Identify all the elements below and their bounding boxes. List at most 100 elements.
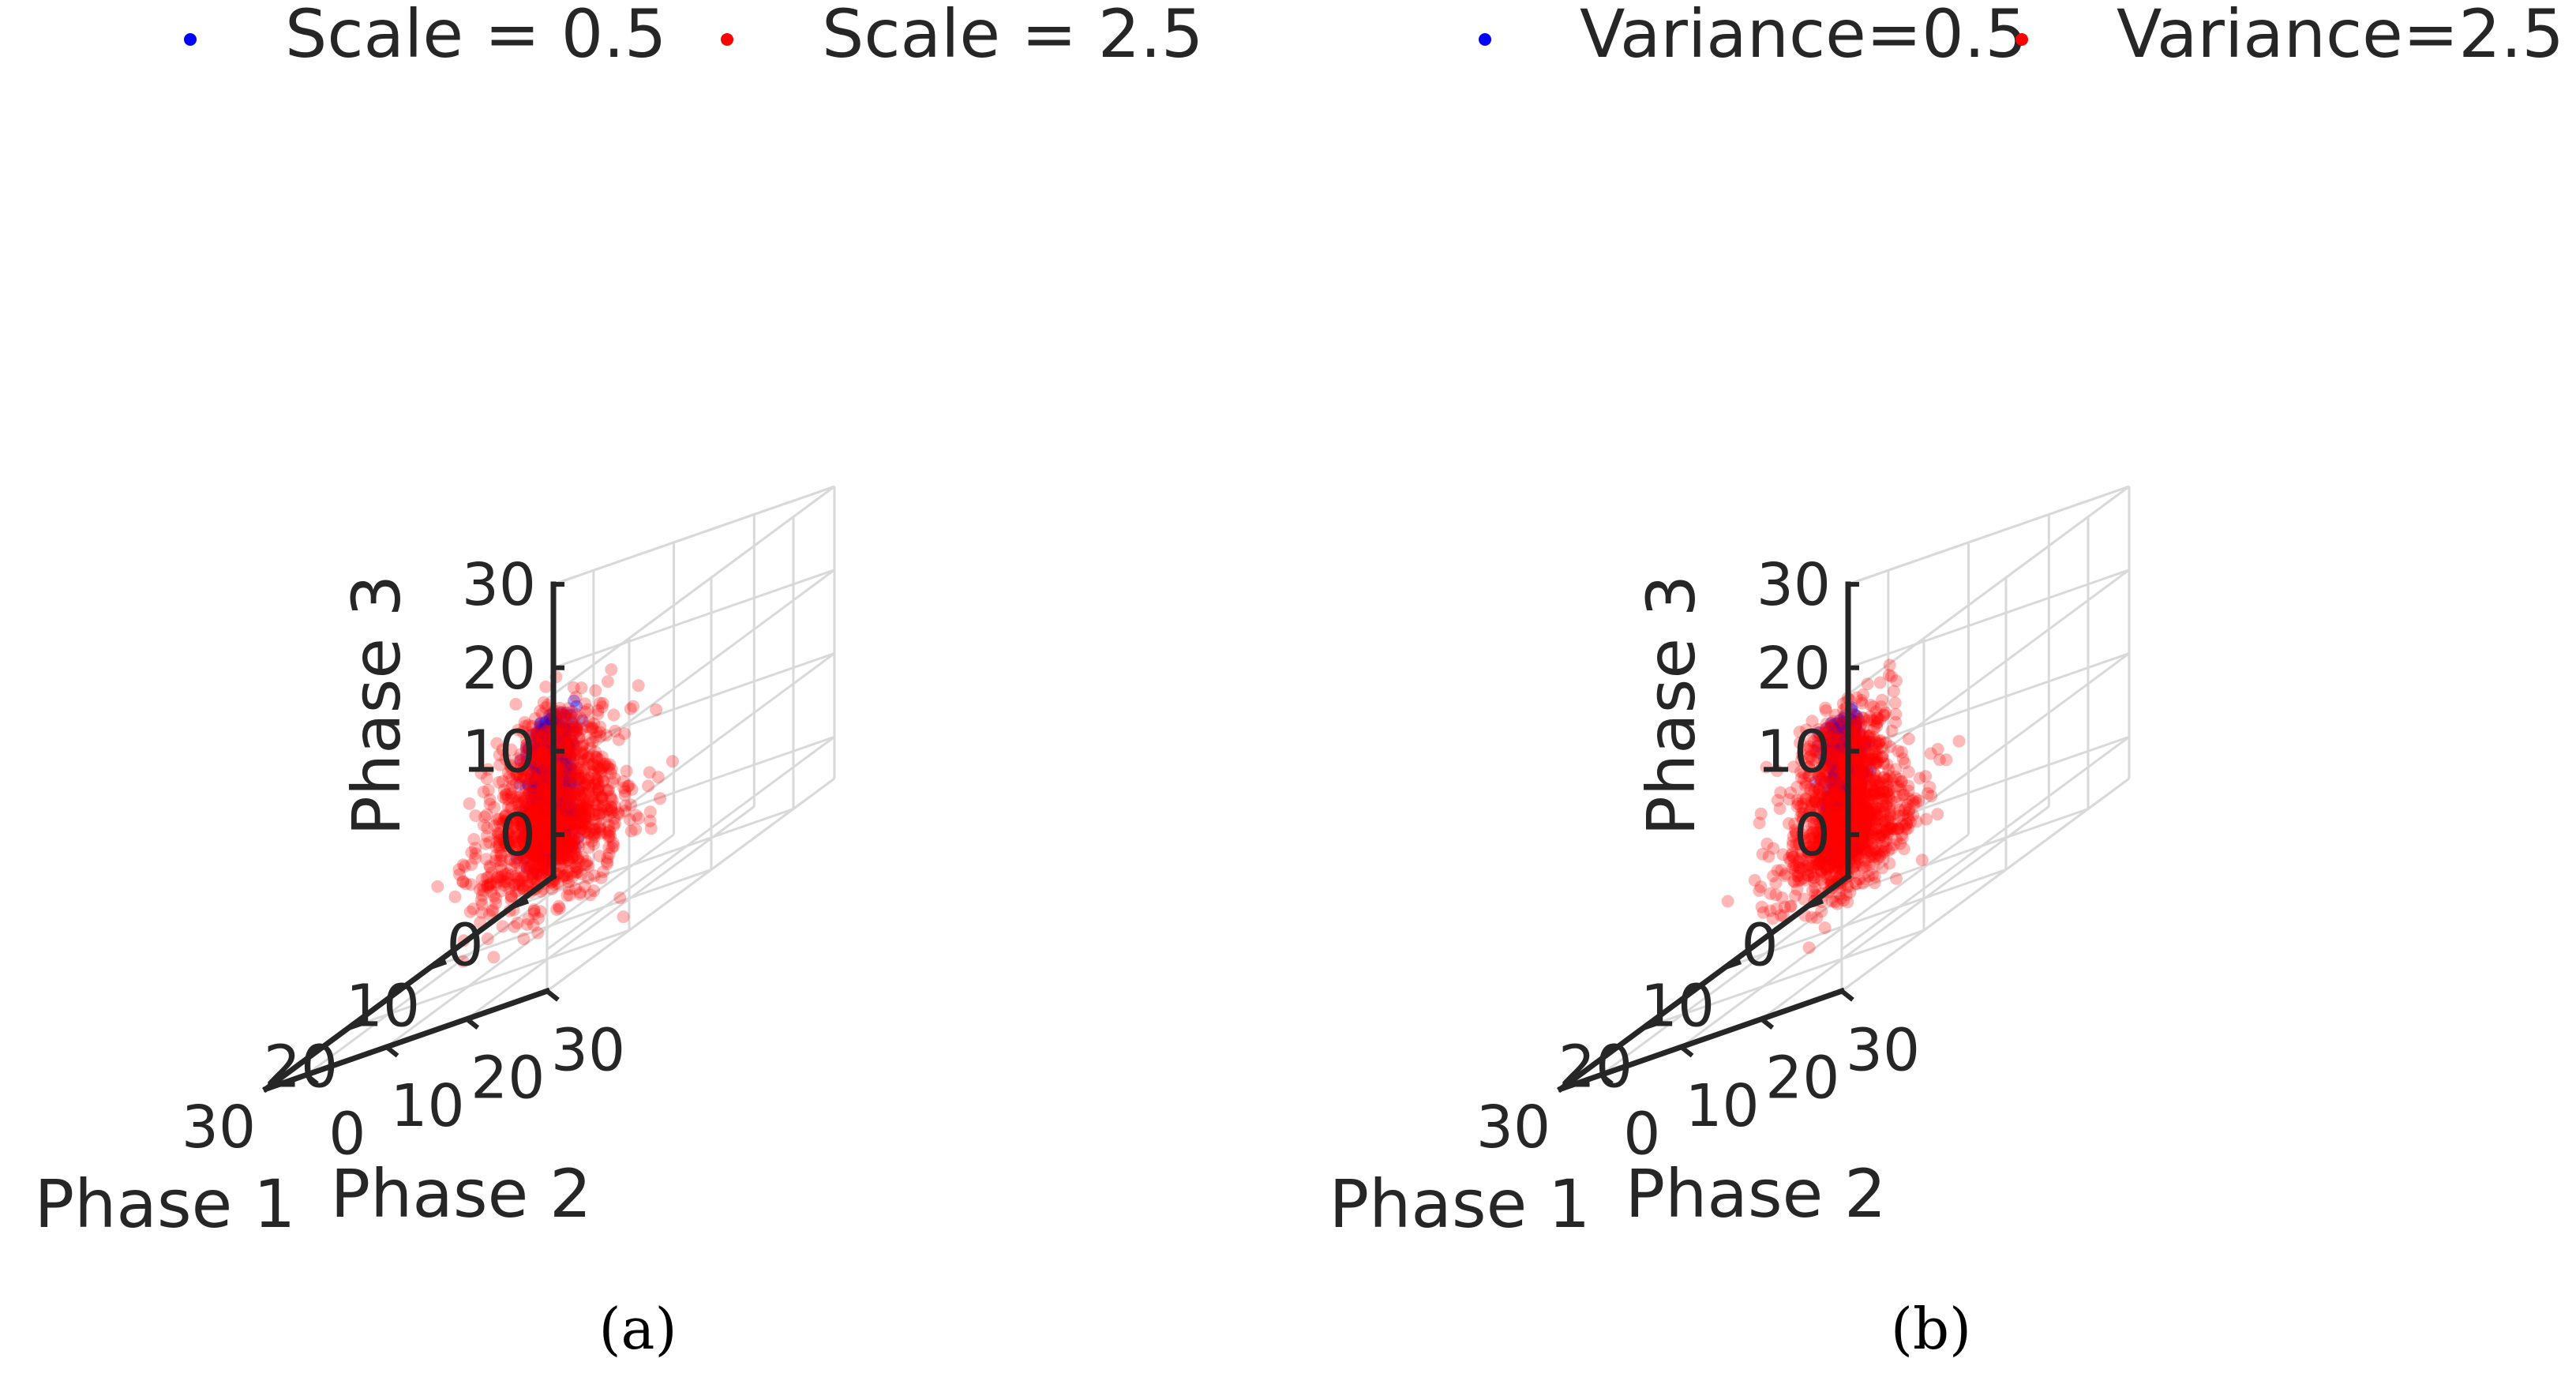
data-point <box>534 786 548 800</box>
data-point <box>512 836 525 850</box>
data-point <box>605 763 618 776</box>
data-point <box>1835 726 1848 739</box>
data-point <box>516 850 530 864</box>
grid-line <box>512 808 794 908</box>
grid-line <box>347 929 630 1030</box>
data-point <box>537 809 550 822</box>
data-point <box>1831 790 1844 804</box>
data-point <box>531 782 544 796</box>
data-point <box>1812 726 1825 739</box>
data-point <box>1830 753 1843 767</box>
data-point <box>1824 818 1838 831</box>
data-point <box>536 834 549 846</box>
data-point <box>1858 861 1871 874</box>
data-point <box>531 823 544 836</box>
data-point <box>525 743 538 756</box>
data-point <box>532 786 546 799</box>
data-point <box>618 785 632 798</box>
z-axis-label: Phase 3 <box>338 575 415 836</box>
data-point <box>576 786 589 799</box>
data-point <box>530 844 543 857</box>
data-point <box>534 820 548 833</box>
data-point <box>594 763 607 775</box>
data-point <box>527 815 540 827</box>
data-point <box>567 779 580 792</box>
data-point <box>557 775 571 789</box>
data-point <box>534 733 548 746</box>
data-point <box>1847 760 1861 774</box>
data-point <box>1831 734 1844 747</box>
data-point <box>587 813 600 827</box>
z-tick-label: 10 <box>462 718 536 786</box>
data-point <box>505 822 519 835</box>
data-point <box>553 720 567 734</box>
data-point <box>483 797 497 811</box>
data-point <box>578 816 591 828</box>
data-point <box>1831 785 1844 798</box>
data-point <box>527 827 541 840</box>
data-point <box>568 809 581 822</box>
data-point <box>522 788 535 801</box>
data-point <box>561 854 575 867</box>
z-tick-label: 20 <box>462 635 536 703</box>
data-point <box>1877 829 1891 842</box>
data-point <box>602 831 615 844</box>
data-point <box>529 754 542 767</box>
x-axis-label: Phase 1 <box>1329 1165 1591 1243</box>
data-point <box>612 806 624 820</box>
data-point <box>554 781 568 794</box>
data-point <box>519 827 533 840</box>
data-point <box>538 780 552 794</box>
data-point <box>574 809 587 823</box>
data-point <box>538 766 551 779</box>
data-point <box>557 775 569 788</box>
data-point <box>540 732 553 745</box>
data-point <box>553 764 567 777</box>
data-point <box>535 860 548 872</box>
data-point <box>1831 780 1844 794</box>
data-point <box>541 764 554 778</box>
data-point <box>1888 696 1902 710</box>
data-point <box>561 889 574 902</box>
data-point <box>1827 767 1840 780</box>
data-point <box>489 840 503 854</box>
data-point <box>573 789 587 802</box>
data-point <box>556 784 569 797</box>
data-point <box>494 884 508 898</box>
data-point <box>599 757 613 771</box>
data-point <box>553 812 567 824</box>
data-point <box>606 805 619 819</box>
data-point <box>541 730 554 743</box>
data-point <box>524 769 538 782</box>
data-point <box>571 791 584 805</box>
data-point <box>510 768 523 781</box>
data-point <box>606 841 619 854</box>
x-axis-label: Phase 1 <box>35 1165 296 1243</box>
data-point <box>538 763 552 776</box>
data-point <box>598 757 611 771</box>
data-point <box>520 737 534 751</box>
data-point <box>533 774 546 786</box>
data-point <box>515 819 528 832</box>
data-point <box>532 748 546 761</box>
data-point <box>565 763 579 776</box>
data-point <box>538 759 552 772</box>
data-point <box>527 750 540 764</box>
data-point <box>536 834 549 846</box>
data-point <box>531 803 545 816</box>
data-point <box>1913 771 1926 785</box>
data-point <box>597 775 610 788</box>
data-point <box>537 792 550 805</box>
data-point <box>509 869 523 883</box>
data-point <box>535 853 549 866</box>
data-point <box>643 766 656 779</box>
data-point <box>525 856 538 869</box>
data-point <box>523 820 536 833</box>
grid-line <box>1642 929 1925 1030</box>
legend-label: Variance=2.5 <box>2117 0 2564 73</box>
y-tick-label: 20 <box>1765 1045 1839 1112</box>
data-point <box>531 868 545 880</box>
data-point <box>535 810 549 823</box>
data-point <box>539 807 553 820</box>
